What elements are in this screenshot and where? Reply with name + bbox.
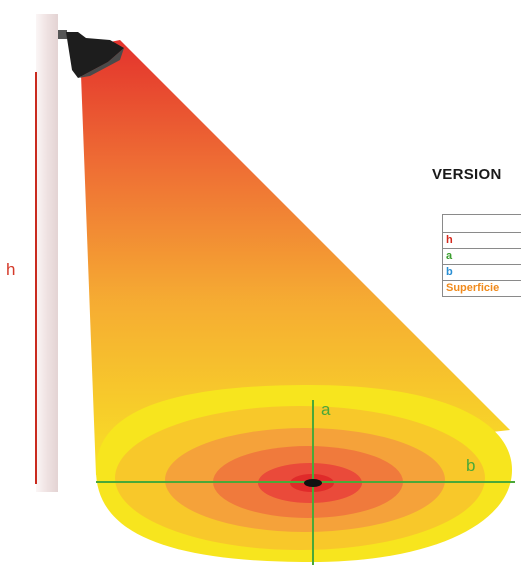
table-row-a: a (443, 248, 521, 264)
axis-b-label: b (466, 456, 476, 475)
height-label: h (6, 260, 16, 279)
table-header-row (443, 215, 521, 232)
specs-table: h a b Superficie (442, 214, 521, 297)
center-marker (304, 479, 322, 487)
table-row-h: h (443, 232, 521, 248)
table-row-superficie: Superficie (443, 280, 521, 296)
light-beam (80, 40, 510, 475)
panel-title: VERSION (432, 166, 502, 183)
axis-a-label: a (321, 400, 331, 419)
pole (36, 14, 58, 492)
illumination-area (96, 385, 512, 562)
table-row-b: b (443, 264, 521, 280)
lamp-icon (58, 30, 124, 78)
